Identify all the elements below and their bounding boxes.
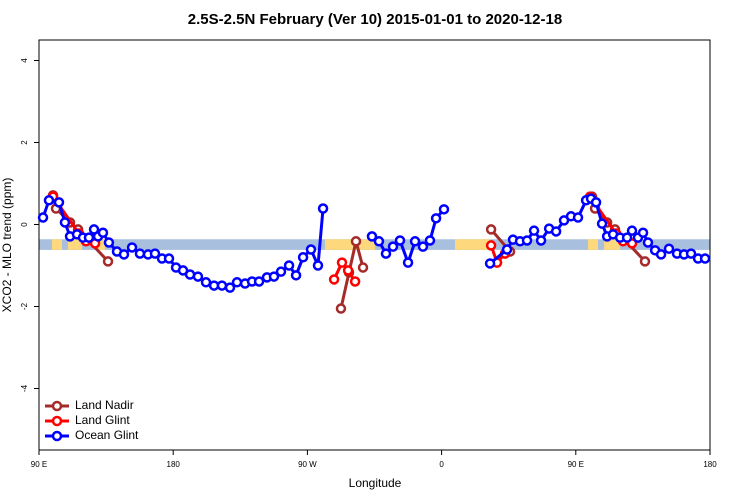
data-point (642, 237, 654, 248)
data-point (253, 276, 265, 287)
data-point (336, 257, 348, 268)
data-point (102, 256, 114, 267)
data-point (380, 248, 392, 259)
data-point (126, 242, 138, 253)
x-axis-label: Longitude (349, 476, 402, 490)
data-point (37, 212, 49, 223)
data-point (134, 248, 146, 259)
data-point (699, 253, 711, 264)
data-point (438, 204, 450, 215)
data-point (572, 212, 584, 223)
legend-marker (51, 400, 63, 412)
data-point (590, 197, 602, 208)
data-point (349, 276, 361, 287)
data-point (366, 231, 378, 242)
data-point (335, 303, 347, 314)
data-point (43, 195, 55, 206)
y-axis-label: XCO2 - MLO trend (ppm) (0, 178, 14, 313)
data-point (409, 236, 421, 247)
data-point (402, 257, 414, 268)
data-point (216, 280, 228, 291)
data-point (231, 277, 243, 288)
legend-label: Land Glint (75, 413, 130, 427)
data-point (312, 260, 324, 271)
y-tick-label: 4 (20, 58, 29, 63)
data-point (118, 249, 130, 260)
data-point (655, 249, 667, 260)
data-point (626, 225, 638, 236)
data-point (521, 235, 533, 246)
data-point (192, 271, 204, 282)
data-point (317, 203, 329, 214)
data-point (268, 271, 280, 282)
data-point (53, 197, 65, 208)
x-tick-label: 90 E (31, 460, 47, 469)
plot-frame (38, 39, 711, 451)
data-point (59, 217, 71, 228)
data-point (424, 235, 436, 246)
data-point (639, 256, 651, 267)
y-tick-label: -4 (20, 384, 29, 392)
band-segment (67, 239, 82, 250)
data-point (200, 277, 212, 288)
data-point (528, 225, 540, 236)
y-tick-label: -2 (20, 302, 29, 310)
data-point (149, 248, 161, 259)
legend-label: Land Nadir (75, 398, 134, 412)
data-point (97, 227, 109, 238)
data-point (394, 235, 406, 246)
band-segment (588, 239, 599, 250)
data-point (387, 241, 399, 252)
data-point (663, 243, 675, 254)
data-point (501, 244, 513, 255)
x-tick-label: 180 (167, 460, 181, 469)
x-tick-label: 180 (703, 460, 717, 469)
data-point (283, 260, 295, 271)
data-point (328, 274, 340, 285)
data-point (305, 244, 317, 255)
data-point (357, 262, 369, 273)
data-point (417, 241, 429, 252)
x-tick-label: 90 W (298, 460, 317, 469)
legend-marker (51, 430, 63, 442)
data-point (373, 236, 385, 247)
data-point (290, 270, 302, 281)
data-point (596, 218, 608, 229)
data-point (350, 236, 362, 247)
data-point (83, 232, 95, 243)
data-point (685, 248, 697, 259)
data-point (224, 282, 236, 293)
band-segment (604, 239, 621, 250)
y-tick-label: 0 (20, 222, 29, 227)
data-point (637, 227, 649, 238)
band-segment (324, 239, 376, 250)
chart-title: 2.5S-2.5N February (Ver 10) 2015-01-01 t… (188, 11, 562, 28)
y-tick-label: 2 (20, 140, 29, 145)
data-point (621, 232, 633, 243)
data-point (103, 237, 115, 248)
data-point (275, 266, 287, 277)
data-point (550, 226, 562, 237)
band-segment (51, 239, 62, 250)
data-point (430, 213, 442, 224)
band-segment (455, 239, 491, 250)
data-point (297, 252, 309, 263)
data-point (484, 258, 496, 269)
data-point (342, 265, 354, 276)
data-point (485, 240, 497, 251)
legend-label: Ocean Glint (75, 428, 139, 442)
data-point (485, 224, 497, 235)
data-point (535, 235, 547, 246)
legend-marker (51, 415, 63, 427)
x-tick-label: 90 E (568, 460, 584, 469)
x-tick-label: 0 (439, 460, 444, 469)
data-point (163, 253, 175, 264)
